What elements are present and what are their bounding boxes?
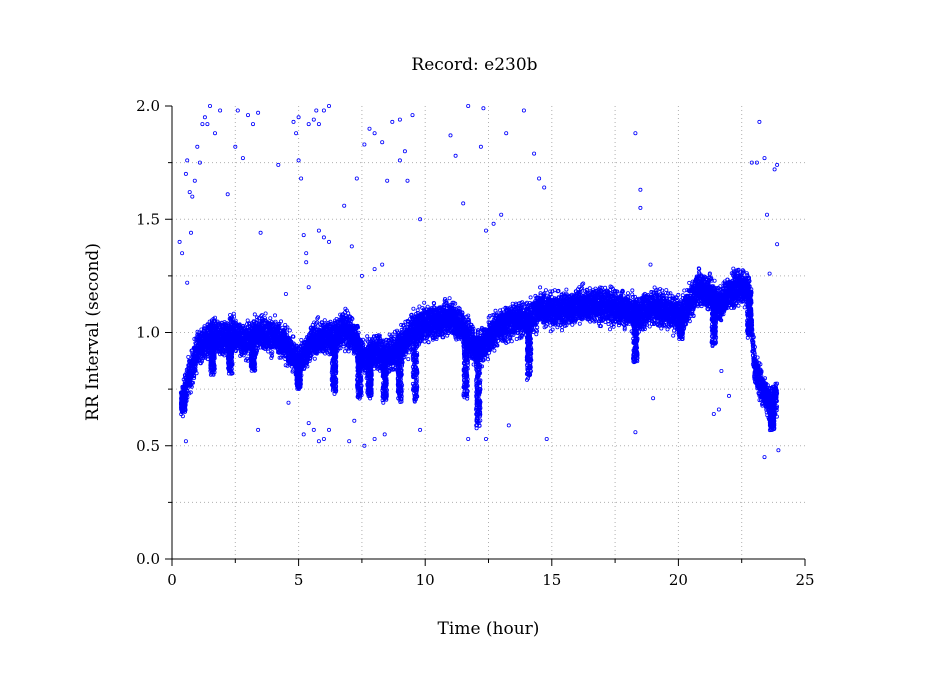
data-point (180, 414, 185, 419)
data-point (192, 374, 197, 379)
data-point (299, 337, 304, 342)
data-point (192, 375, 197, 380)
chart-title: Record: e230b (411, 55, 538, 75)
data-point (411, 306, 416, 311)
data-point (269, 355, 274, 360)
data-point (199, 359, 204, 364)
x-axis-label: Time (hour) (437, 619, 540, 639)
data-point (268, 316, 273, 321)
data-point (252, 312, 257, 317)
data-point (190, 380, 195, 385)
data-point (190, 373, 195, 378)
data-point (189, 384, 194, 389)
data-point (194, 371, 199, 376)
data-point (263, 311, 268, 316)
data-point (322, 318, 327, 323)
data-point (342, 349, 347, 354)
data-point (272, 313, 277, 318)
data-point (365, 334, 370, 339)
data-point (287, 328, 292, 333)
data-point (186, 354, 191, 359)
data-point (201, 326, 206, 331)
data-point (312, 356, 317, 361)
data-point (406, 357, 411, 362)
data-point (341, 344, 346, 349)
data-point (346, 311, 351, 316)
data-points (177, 104, 781, 460)
data-point (188, 390, 193, 395)
